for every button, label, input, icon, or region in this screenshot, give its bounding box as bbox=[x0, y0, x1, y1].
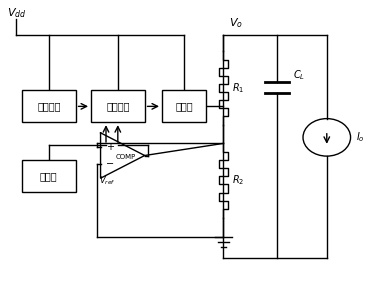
Text: COMP: COMP bbox=[115, 154, 135, 160]
Text: R$_{1}$: R$_{1}$ bbox=[232, 81, 244, 95]
Bar bbox=[22, 160, 75, 192]
Text: +: + bbox=[106, 142, 114, 152]
Bar bbox=[91, 91, 145, 122]
Text: V$_{dd}$: V$_{dd}$ bbox=[7, 6, 26, 20]
Text: 逻辑控制: 逻辑控制 bbox=[106, 101, 130, 111]
Text: V$_{o}$: V$_{o}$ bbox=[229, 16, 243, 30]
Text: I$_{o}$: I$_{o}$ bbox=[356, 131, 365, 144]
Text: V$_{ref}$: V$_{ref}$ bbox=[99, 175, 115, 187]
Text: 振荡器: 振荡器 bbox=[40, 171, 58, 181]
Text: −: − bbox=[106, 159, 114, 169]
Text: R$_{2}$: R$_{2}$ bbox=[232, 174, 244, 187]
Bar bbox=[22, 91, 75, 122]
Text: 电荷泵: 电荷泵 bbox=[175, 101, 193, 111]
Text: 电源检测: 电源检测 bbox=[37, 101, 61, 111]
Bar bbox=[162, 91, 206, 122]
Text: C$_{L}$: C$_{L}$ bbox=[293, 68, 305, 82]
